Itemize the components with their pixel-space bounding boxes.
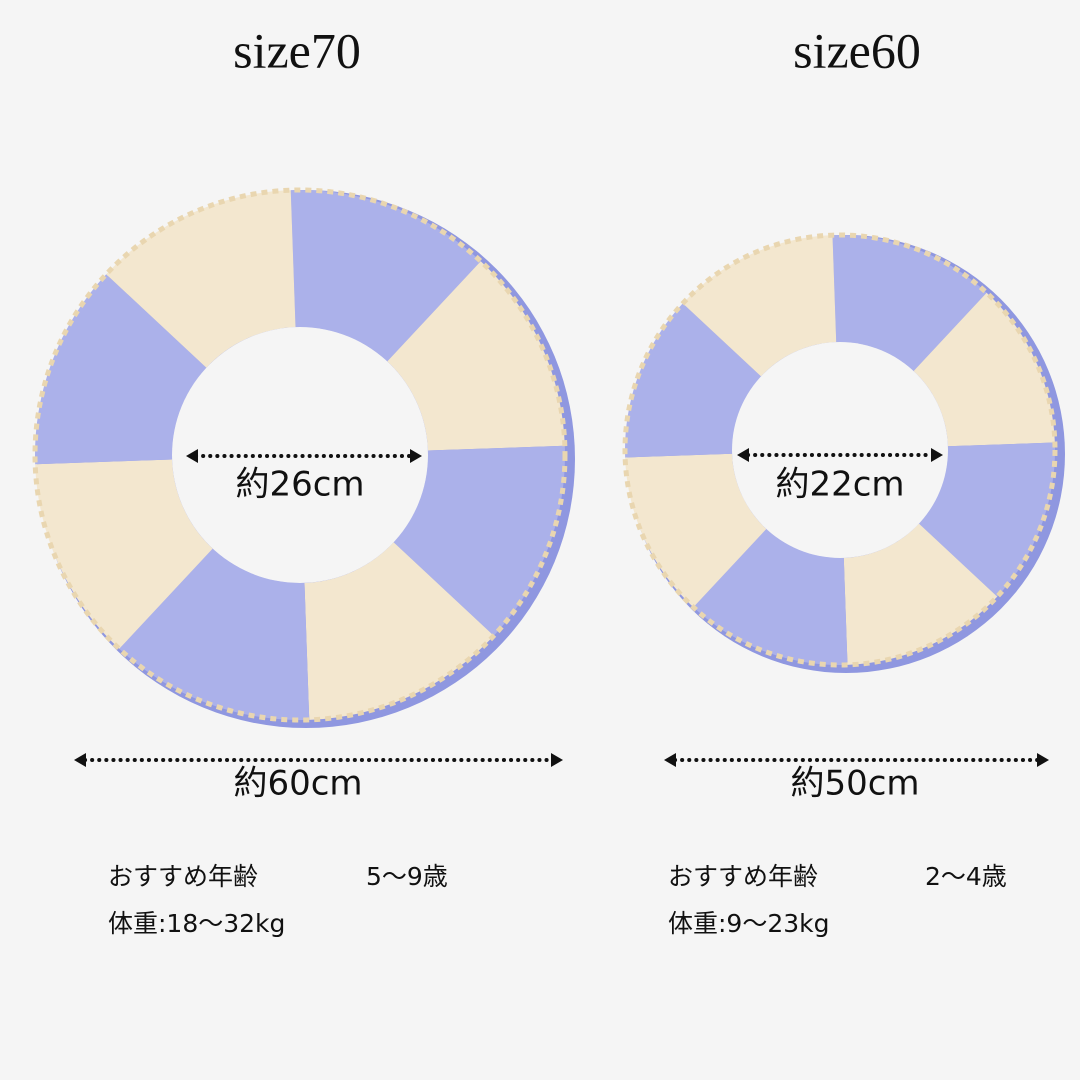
- ring-stripe: [682, 235, 837, 377]
- ring-rim: [622, 232, 1058, 668]
- ring-stripe: [393, 445, 565, 636]
- arrow-head: [186, 449, 198, 463]
- ring-stripe: [34, 274, 207, 465]
- ring-stripe: [832, 234, 987, 372]
- rings: [32, 187, 1065, 728]
- size-title: size60: [793, 22, 921, 78]
- arrows: [74, 448, 1049, 767]
- age: 5〜9歳: [366, 862, 448, 891]
- ring-stripe: [843, 523, 998, 665]
- ring-stripe: [918, 442, 1055, 597]
- ring-hole: [172, 327, 428, 583]
- inner-size: 約26cm: [235, 465, 364, 505]
- arrow-head: [664, 753, 676, 767]
- arrow-head: [1037, 753, 1049, 767]
- arrow-head: [931, 448, 943, 462]
- arrow-head: [551, 753, 563, 767]
- age: 2〜4歳: [925, 862, 1007, 891]
- arrow-head: [74, 753, 86, 767]
- age-label: おすすめ年齢: [668, 862, 818, 891]
- ring-hole: [732, 342, 948, 558]
- ring-stripe: [119, 548, 310, 720]
- outer-size: 約50cm: [790, 764, 919, 804]
- age-label: おすすめ年齢: [108, 862, 258, 891]
- ring-stripe: [304, 542, 494, 720]
- ring-stripe: [693, 528, 848, 665]
- size-title: size70: [233, 22, 361, 78]
- outer-size: 約60cm: [233, 764, 362, 804]
- ring-rim: [32, 187, 568, 723]
- inner-size: 約22cm: [775, 465, 904, 505]
- ring-stripe: [625, 453, 767, 608]
- weight: 体重:9〜23kg: [668, 909, 830, 938]
- ring-stripe: [625, 303, 762, 458]
- ring-stripe: [913, 292, 1055, 447]
- arrow-head: [737, 448, 749, 462]
- ring-stripe: [290, 190, 481, 362]
- weight: 体重:18〜32kg: [108, 909, 285, 938]
- arrow-head: [410, 449, 422, 463]
